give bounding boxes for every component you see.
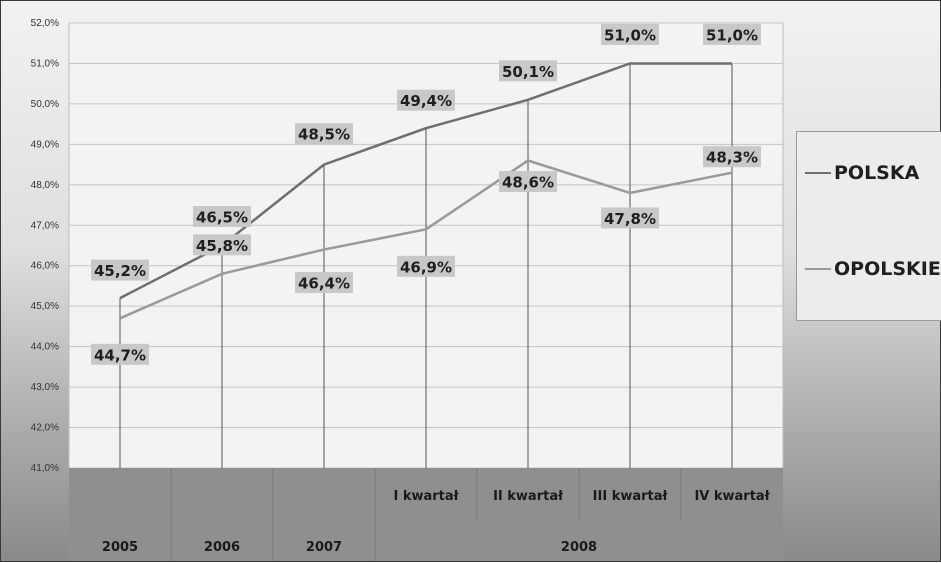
y-tick-label: 44,0% [31, 342, 59, 353]
legend-label-polska: POLSKA [834, 162, 920, 184]
data-label: 44,7% [94, 346, 146, 364]
data-label: 46,5% [196, 209, 248, 227]
x-category-label: I kwartał [393, 489, 459, 504]
data-label-bg [499, 171, 557, 193]
x-axis-band [69, 468, 783, 561]
x-category-label: III kwartał [593, 489, 669, 504]
data-label-bg [91, 343, 149, 365]
data-label: 46,4% [298, 275, 350, 293]
x-group-label: 2005 [102, 540, 138, 555]
y-tick-label: 45,0% [31, 301, 59, 312]
x-category-label: IV kwartał [694, 489, 770, 504]
x-group-label: 2006 [204, 540, 240, 555]
data-label: 51,0% [706, 26, 758, 44]
data-label: 48,6% [502, 174, 554, 192]
data-label: 49,4% [400, 92, 452, 110]
data-label: 45,8% [196, 237, 248, 255]
data-label-bg [499, 60, 557, 82]
y-tick-label: 48,0% [31, 180, 59, 191]
y-tick-label: 42,0% [31, 423, 59, 434]
y-tick-label: 41,0% [31, 463, 59, 474]
data-label-bg [703, 146, 761, 168]
y-tick-label: 46,0% [31, 261, 59, 272]
x-axis-area: I kwartał II kwartał III kwartał IV kwartał… [69, 468, 783, 561]
data-label: 50,1% [502, 63, 554, 81]
data-label-bg [295, 123, 353, 145]
data-label: 48,5% [298, 126, 350, 144]
legend-swatch-opolskie [805, 268, 831, 270]
y-tick-label: 51,0% [31, 58, 59, 69]
x-category-label: II kwartał [493, 489, 564, 504]
data-label: 47,8% [604, 210, 656, 228]
y-tick-label: 43,0% [31, 382, 59, 393]
y-tick-label: 49,0% [31, 139, 59, 150]
legend-item-polska: POLSKA [805, 162, 919, 184]
data-label-bg [397, 255, 455, 277]
y-tick-label: 47,0% [31, 220, 59, 231]
data-label-bg [703, 23, 761, 45]
y-tick-label: 50,0% [31, 99, 59, 110]
data-label-bg [397, 89, 455, 111]
x-group-label: 2008 [561, 540, 597, 555]
data-label-bg [295, 272, 353, 294]
data-label: 48,3% [706, 149, 758, 167]
data-labels: 45,2% 46,5% 48,5% 49,4% 50,1% 51,0% 51,0% 44,7%… [91, 23, 761, 365]
y-tick-label: 52,0% [31, 18, 59, 29]
data-label: 45,2% [94, 262, 146, 280]
series-line-opolskie [119, 159, 733, 320]
legend-label-opolskie: OPOLSKIE [834, 258, 941, 280]
data-label: 46,9% [400, 258, 452, 276]
y-axis-labels: 41,0% 42,0% 43,0% 44,0% 45,0% 46,0% 47,0% 48,0%… [31, 18, 59, 474]
data-label-bg [193, 234, 251, 256]
data-label-bg [193, 206, 251, 227]
legend-swatch-polska [805, 172, 831, 174]
data-label-bg [601, 207, 659, 229]
data-label: 51,0% [604, 26, 656, 44]
data-label-bg [91, 259, 149, 281]
legend-item-opolskie: OPOLSKIE [805, 258, 941, 280]
x-group-label: 2007 [306, 540, 342, 555]
data-label-bg [601, 23, 659, 45]
legend: POLSKA OPOLSKIE [796, 131, 941, 321]
